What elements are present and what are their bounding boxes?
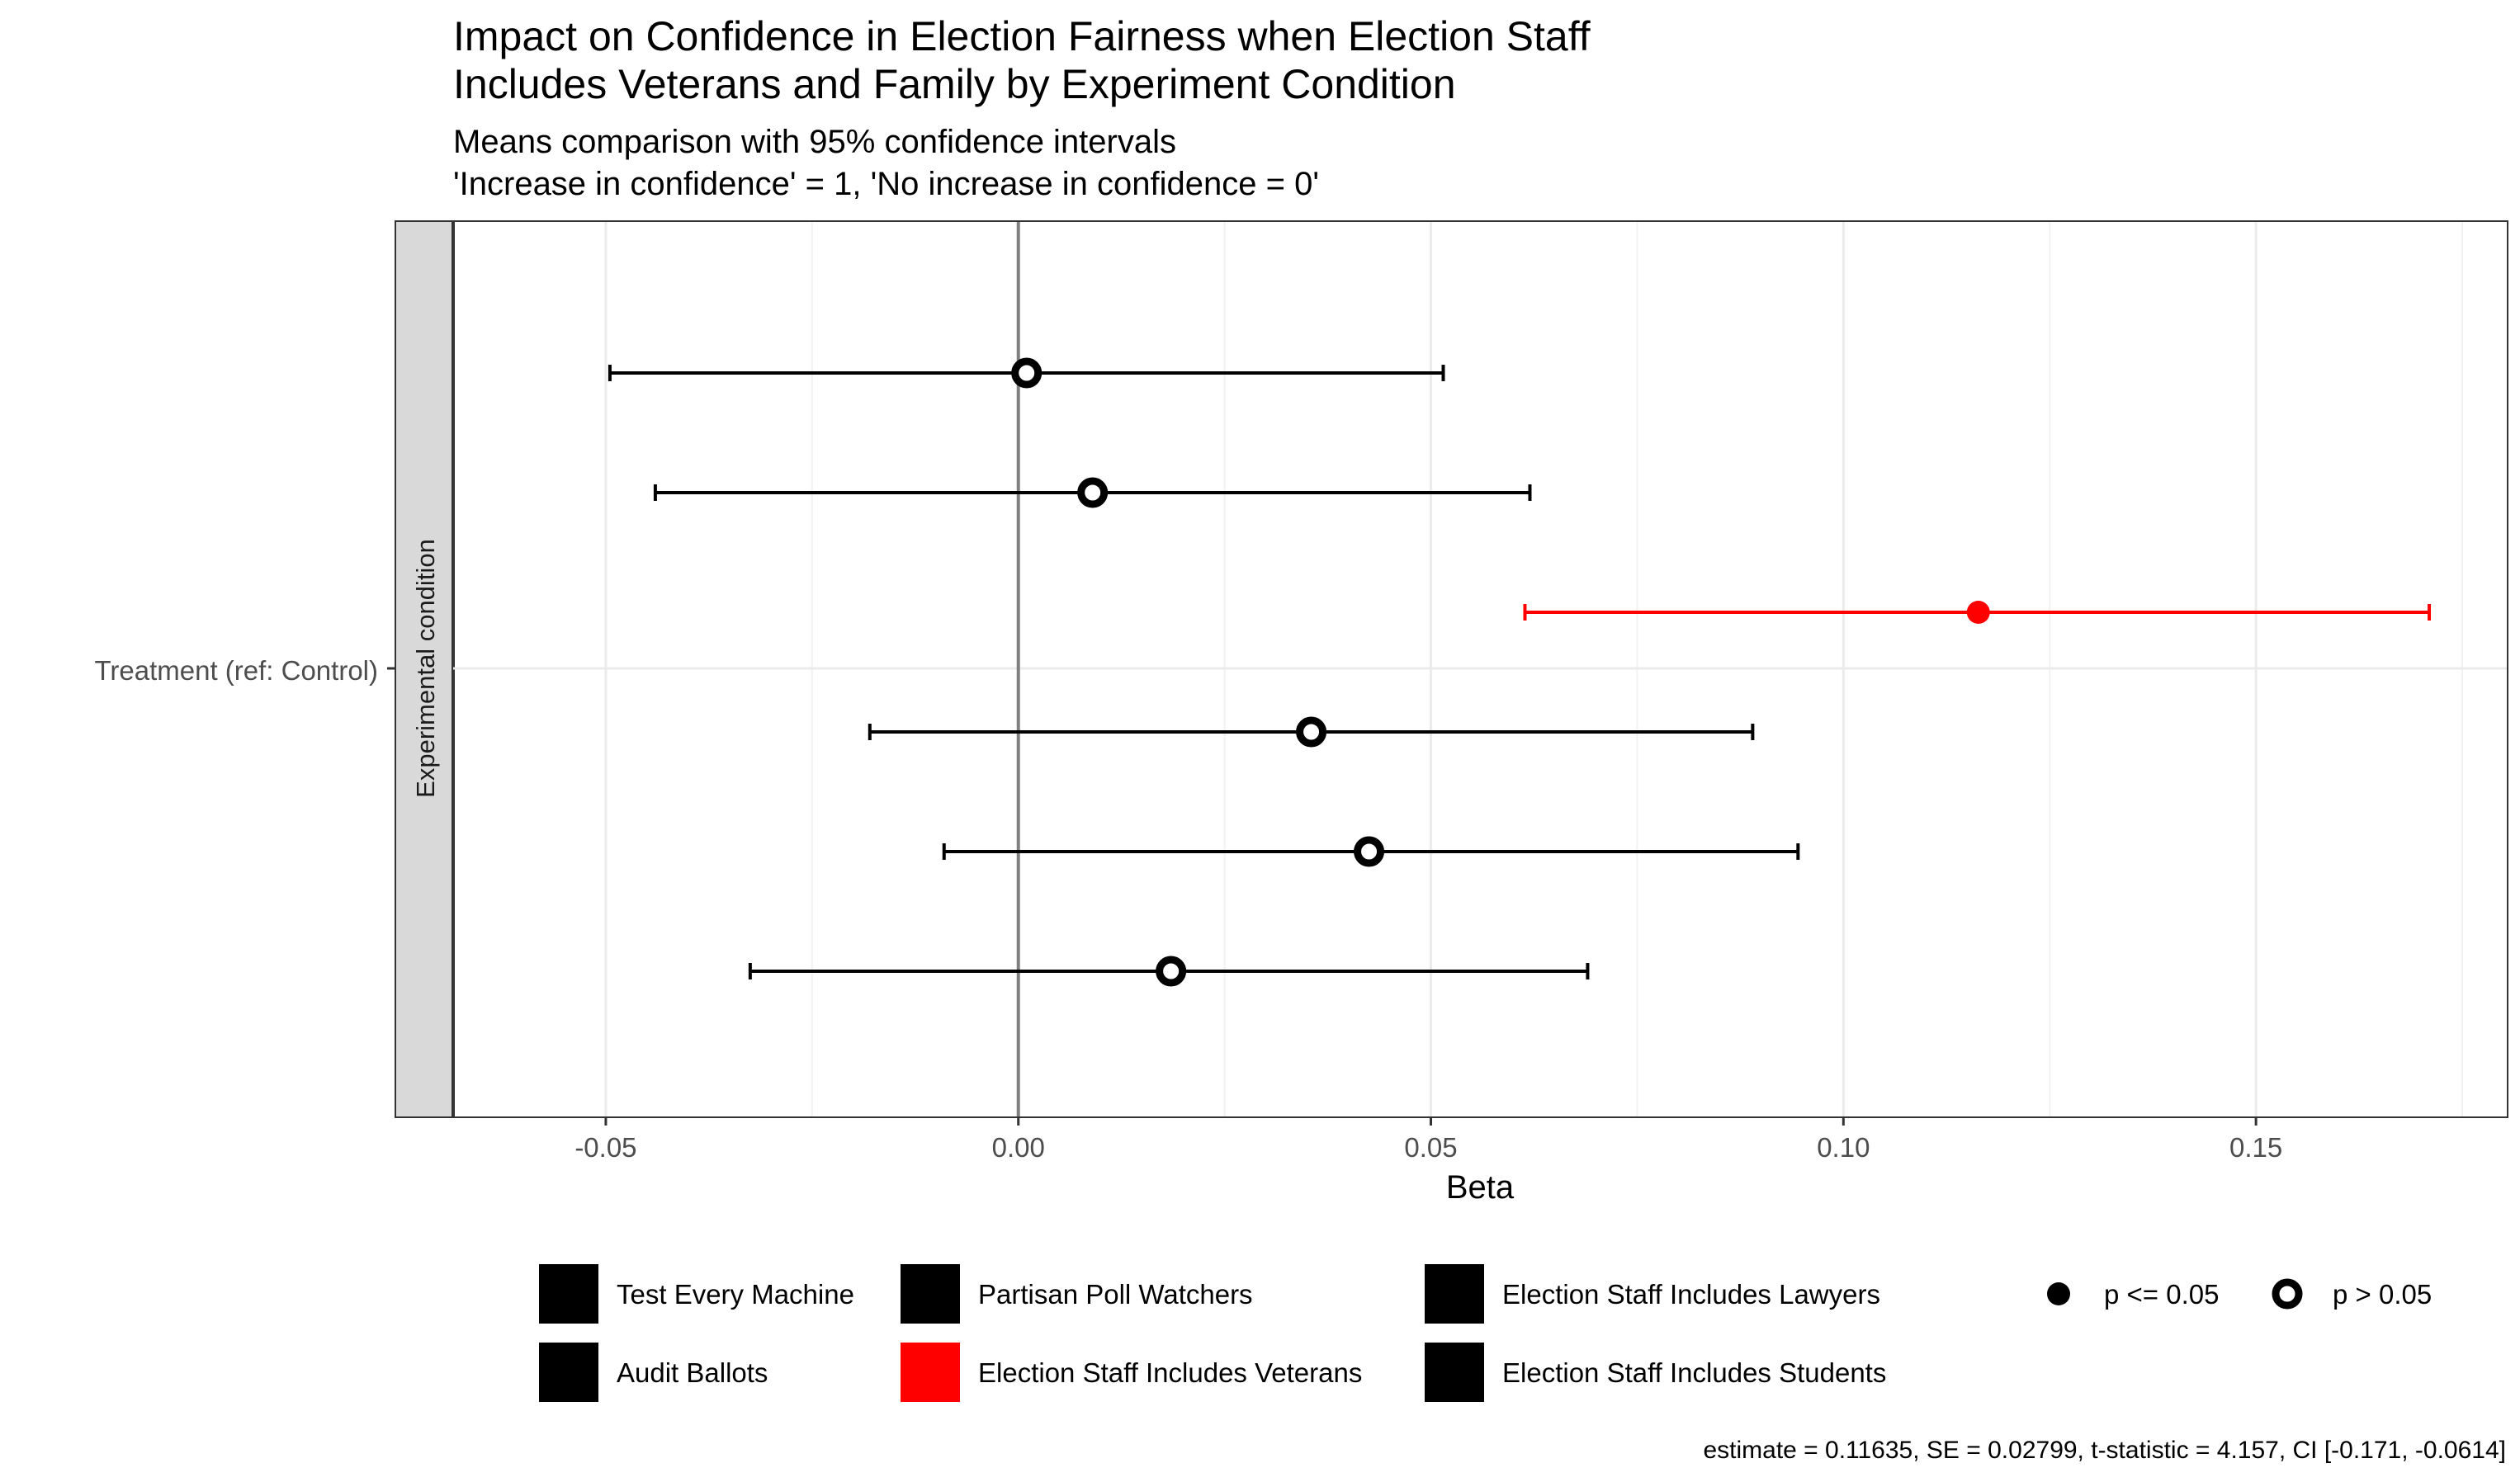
caption: estimate = 0.11635, SE = 0.02799, t-stat… [1703, 1437, 2506, 1464]
estimate-point [1296, 716, 1327, 748]
legend-color-label: Partisan Poll Watchers [978, 1279, 1253, 1310]
facet-strip [395, 221, 453, 1117]
estimate-point [1966, 601, 1990, 624]
x-axis-title: Beta [1446, 1169, 1515, 1206]
legend-color-label: Audit Ballots [617, 1357, 768, 1388]
estimate-point [1011, 357, 1043, 389]
legend-shape-key [2272, 1278, 2303, 1310]
x-tick-label: 0.15 [2229, 1132, 2282, 1163]
legend-color-key [901, 1264, 960, 1324]
x-tick-label: 0.00 [992, 1132, 1045, 1163]
legend-color-label: Election Staff Includes Lawyers [1502, 1279, 1880, 1310]
legend-color-key [901, 1343, 960, 1402]
chart-subtitle-line-2: 'Increase in confidence' = 1, 'No increa… [453, 166, 1319, 202]
estimate-group [1523, 601, 2432, 624]
chart-title-line-2: Includes Veterans and Family by Experime… [453, 61, 1456, 107]
legend-color-key [1425, 1264, 1484, 1324]
legend-shape-label: p > 0.05 [2333, 1279, 2432, 1310]
plot-area: -0.05 0.00 0.05 0.10 0.15 [387, 220, 2508, 1163]
estimate-point [1354, 836, 1385, 867]
legend-color-key [539, 1264, 598, 1324]
estimate-group [608, 357, 1445, 389]
estimate-group [653, 477, 1532, 508]
legend-color-label: Election Staff Includes Veterans [978, 1357, 1362, 1388]
legend-color-key [1425, 1343, 1484, 1402]
legend: Test Every Machine Audit Ballots Partisan … [539, 1264, 2432, 1402]
y-axis-tick-label: Treatment (ref: Control) [94, 655, 378, 686]
legend-color-label: Test Every Machine [617, 1279, 854, 1310]
estimate-group [868, 716, 1755, 748]
estimate-group [942, 836, 1800, 867]
chart-title-line-1: Impact on Confidence in Election Fairnes… [453, 13, 1591, 59]
chart-subtitle-line-1: Means comparison with 95% confidence int… [453, 124, 1176, 160]
estimate-group [748, 956, 1590, 987]
facet-strip-label: Experimental condition [411, 539, 440, 798]
estimate-point [1077, 477, 1109, 508]
estimate-point [1156, 956, 1187, 987]
x-tick-label: 0.05 [1404, 1132, 1457, 1163]
x-tick-label: 0.10 [1817, 1132, 1870, 1163]
legend-shape-key [2047, 1282, 2070, 1305]
legend-color-key [539, 1343, 598, 1402]
x-tick-label: -0.05 [574, 1132, 636, 1163]
legend-shape-label: p <= 0.05 [2104, 1279, 2219, 1310]
legend-color-label: Election Staff Includes Students [1502, 1357, 1886, 1388]
